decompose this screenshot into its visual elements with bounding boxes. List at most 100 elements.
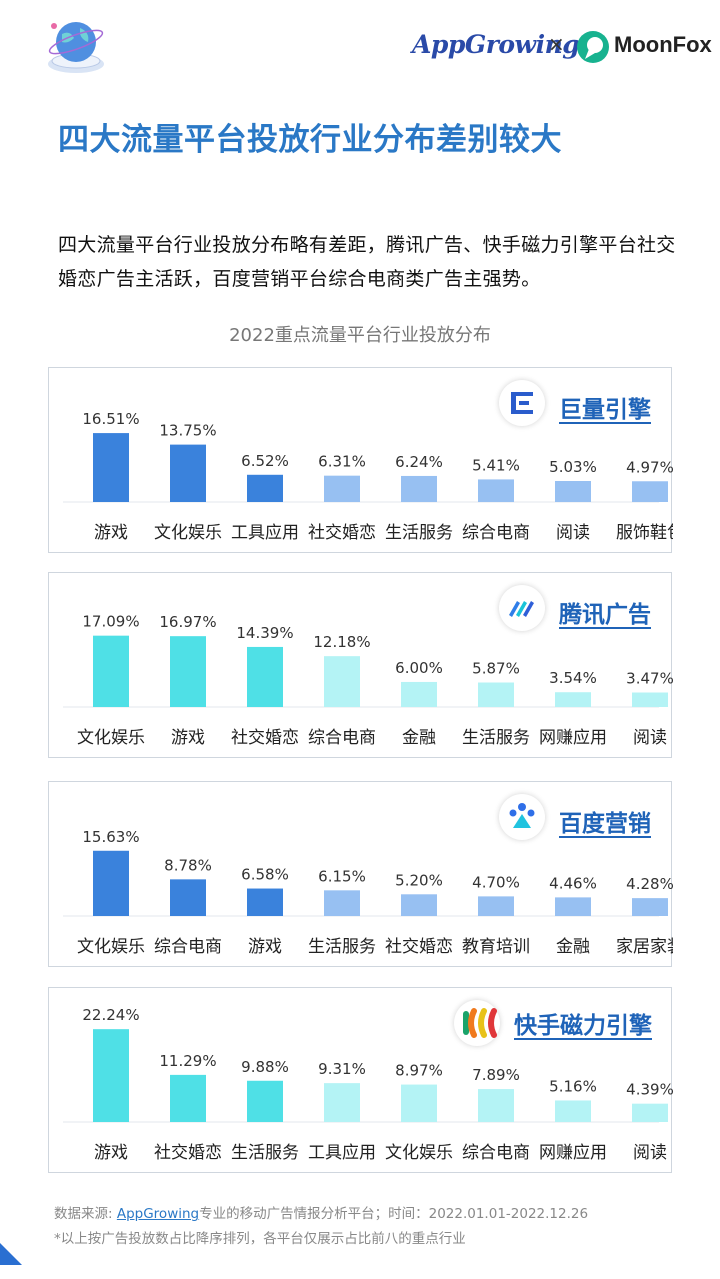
brand-separator: × xyxy=(548,32,565,56)
value-label-7: 4.46% xyxy=(549,874,597,892)
category-label-6: 生活服务 xyxy=(462,728,530,748)
bar-8 xyxy=(632,692,668,707)
category-label-4: 工具应用 xyxy=(308,1143,376,1163)
bar-4 xyxy=(324,890,360,916)
category-label-8: 服饰鞋包 xyxy=(616,523,673,543)
footnote: *以上按广告投放数占比降序排列，各平台仅展示占比前八的重点行业 xyxy=(54,1231,466,1247)
platform-name: 快手磁力引擎 xyxy=(514,1013,652,1039)
value-label-8: 4.28% xyxy=(626,875,673,893)
platform-name: 腾讯广告 xyxy=(559,602,651,628)
bar-2 xyxy=(170,1074,206,1122)
bar-chart: 22.24% 游戏 11.29% 社交婚恋 9.88% 生活服务 9.31% 工具应用 8.97… xyxy=(63,1006,673,1163)
bar-4 xyxy=(324,1083,360,1122)
bar-2 xyxy=(170,636,206,707)
source-suffix: 专业的移动广告情报分析平台；时间：2022.01.01-2022.12.26 xyxy=(199,1206,589,1222)
category-label-4: 生活服务 xyxy=(308,937,376,957)
tencent-logo-icon xyxy=(499,585,545,631)
value-label-4: 6.31% xyxy=(318,453,366,471)
value-label-7: 5.03% xyxy=(549,458,597,476)
category-label-3: 工具应用 xyxy=(231,523,299,543)
category-label-4: 社交婚恋 xyxy=(308,522,376,543)
category-label-2: 文化娱乐 xyxy=(154,523,222,543)
bar-1 xyxy=(93,433,129,502)
chart-title: 2022重点流量平台行业投放分布 xyxy=(229,325,491,346)
baidu-logo-icon xyxy=(499,794,545,840)
bar-8 xyxy=(632,1103,668,1122)
bar-chart: 15.63% 文化娱乐 8.78% 综合电商 6.58% 游戏 6.15% 生活服务 5.20%… xyxy=(63,828,673,957)
bar-7 xyxy=(555,1100,591,1122)
value-label-3: 6.52% xyxy=(241,452,289,470)
value-label-1: 22.24% xyxy=(82,1006,139,1024)
category-label-8: 家居家装 xyxy=(616,937,673,957)
platform-name: 巨量引擎 xyxy=(559,397,651,423)
category-label-7: 金融 xyxy=(556,937,590,957)
value-label-8: 4.39% xyxy=(626,1081,673,1099)
bar-2 xyxy=(170,879,206,916)
value-label-5: 5.20% xyxy=(395,871,443,889)
category-label-4: 综合电商 xyxy=(308,728,376,748)
bar-7 xyxy=(555,481,591,502)
category-label-6: 综合电商 xyxy=(462,523,530,543)
category-label-2: 综合电商 xyxy=(154,937,222,957)
value-label-7: 5.16% xyxy=(549,1077,597,1095)
bar-chart: 16.51% 游戏 13.75% 文化娱乐 6.52% 工具应用 6.31% 社交婚恋 6.24… xyxy=(63,410,673,543)
value-label-8: 3.47% xyxy=(626,670,673,688)
bar-4 xyxy=(324,475,360,502)
bar-4 xyxy=(324,656,360,707)
category-label-5: 社交婚恋 xyxy=(385,936,453,957)
category-label-8: 阅读 xyxy=(633,1143,667,1163)
appgrowing-link[interactable]: AppGrowing xyxy=(116,1206,200,1222)
bar-7 xyxy=(555,897,591,916)
source-prefix: 数据来源: xyxy=(54,1206,117,1222)
source-note: 数据来源: AppGrowing专业的移动广告情报分析平台；时间：2022.01… xyxy=(54,1202,588,1222)
bar-6 xyxy=(478,682,514,707)
value-label-6: 5.87% xyxy=(472,659,520,677)
category-label-5: 生活服务 xyxy=(385,523,453,543)
category-label-8: 阅读 xyxy=(633,728,667,748)
value-label-1: 17.09% xyxy=(82,613,139,631)
category-label-1: 游戏 xyxy=(94,1143,128,1163)
moonfox-logo: MoonFox xyxy=(614,32,712,57)
bar-3 xyxy=(247,646,283,707)
page-title: 四大流量平台投放行业分布差别较大 xyxy=(58,122,562,158)
category-label-7: 网赚应用 xyxy=(539,728,607,748)
category-label-1: 文化娱乐 xyxy=(77,937,145,957)
category-label-3: 生活服务 xyxy=(231,1143,299,1163)
chart-panel-tencent: 腾讯广告 17.09% 文化娱乐 16.97% 游戏 14.39% 社交婚恋 12.18% 综… xyxy=(48,572,673,758)
corner-decoration xyxy=(0,1243,22,1265)
header: AppGrowing × MoonFox xyxy=(0,0,720,90)
bar-8 xyxy=(632,898,668,916)
juliang-logo-icon xyxy=(499,380,545,426)
value-label-5: 6.24% xyxy=(395,453,443,471)
bar-5 xyxy=(401,894,437,916)
value-label-6: 4.70% xyxy=(472,873,520,891)
value-label-2: 8.78% xyxy=(164,856,212,874)
category-label-7: 阅读 xyxy=(556,523,590,543)
bar-1 xyxy=(93,1029,129,1122)
chart-panel-juliang: 巨量引擎 16.51% 游戏 13.75% 文化娱乐 6.52% 工具应用 6.31% 社交婚… xyxy=(48,367,673,553)
platform-name: 百度营销 xyxy=(559,811,651,837)
bar-chart: 17.09% 文化娱乐 16.97% 游戏 14.39% 社交婚恋 12.18% 综合电商 6.… xyxy=(63,613,673,748)
value-label-2: 13.75% xyxy=(159,422,216,440)
value-label-6: 7.89% xyxy=(472,1066,520,1084)
value-label-3: 6.58% xyxy=(241,866,289,884)
category-label-5: 文化娱乐 xyxy=(385,1143,453,1163)
category-label-5: 金融 xyxy=(402,728,436,748)
category-label-3: 社交婚恋 xyxy=(231,727,299,748)
bar-6 xyxy=(478,896,514,916)
value-label-2: 16.97% xyxy=(159,613,216,631)
appgrowing-logo: AppGrowing xyxy=(412,30,580,59)
bar-6 xyxy=(478,479,514,502)
bar-6 xyxy=(478,1089,514,1122)
bar-2 xyxy=(170,444,206,502)
category-label-2: 社交婚恋 xyxy=(154,1142,222,1163)
value-label-7: 3.54% xyxy=(549,669,597,687)
value-label-5: 6.00% xyxy=(395,659,443,677)
value-label-4: 12.18% xyxy=(313,633,370,651)
bar-8 xyxy=(632,481,668,502)
value-label-2: 11.29% xyxy=(159,1052,216,1070)
value-label-8: 4.97% xyxy=(626,458,673,476)
bar-5 xyxy=(401,681,437,707)
bar-7 xyxy=(555,692,591,707)
bar-5 xyxy=(401,475,437,502)
